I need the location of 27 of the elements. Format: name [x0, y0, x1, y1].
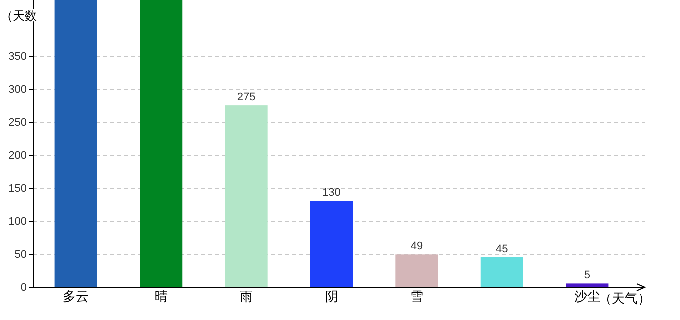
- x-tick-label: 多云: [63, 289, 90, 304]
- x-tick-label: 雨: [240, 289, 254, 304]
- bar: [225, 106, 268, 287]
- y-tick-label: 50: [14, 248, 27, 261]
- bar: [480, 257, 524, 287]
- y-tick-label: 300: [8, 84, 27, 96]
- data-label: 5: [584, 270, 590, 282]
- bar: [396, 254, 438, 287]
- bar: [140, 0, 183, 287]
- y-tick-label: 200: [8, 150, 27, 162]
- bar: [54, 0, 98, 287]
- y-tick-label: 350: [8, 50, 27, 63]
- y-tick-label: 100: [8, 216, 27, 228]
- x-axis-title: （天气）: [599, 291, 651, 306]
- y-tick-label: 150: [8, 182, 27, 195]
- bar: [566, 284, 609, 287]
- data-label: 130: [322, 187, 341, 200]
- data-label: 49: [410, 240, 424, 253]
- y-tick-label: 0: [20, 282, 27, 294]
- data-label: 275: [237, 92, 256, 104]
- x-tick-label: 晴: [154, 289, 168, 304]
- bar: [310, 201, 354, 287]
- x-tick-label: 阴: [325, 289, 338, 304]
- y-tick-label: 250: [8, 116, 27, 129]
- x-tick-label: 沙尘: [574, 289, 600, 304]
- data-label: 45: [496, 243, 508, 256]
- x-tick-label: 雪: [410, 289, 424, 304]
